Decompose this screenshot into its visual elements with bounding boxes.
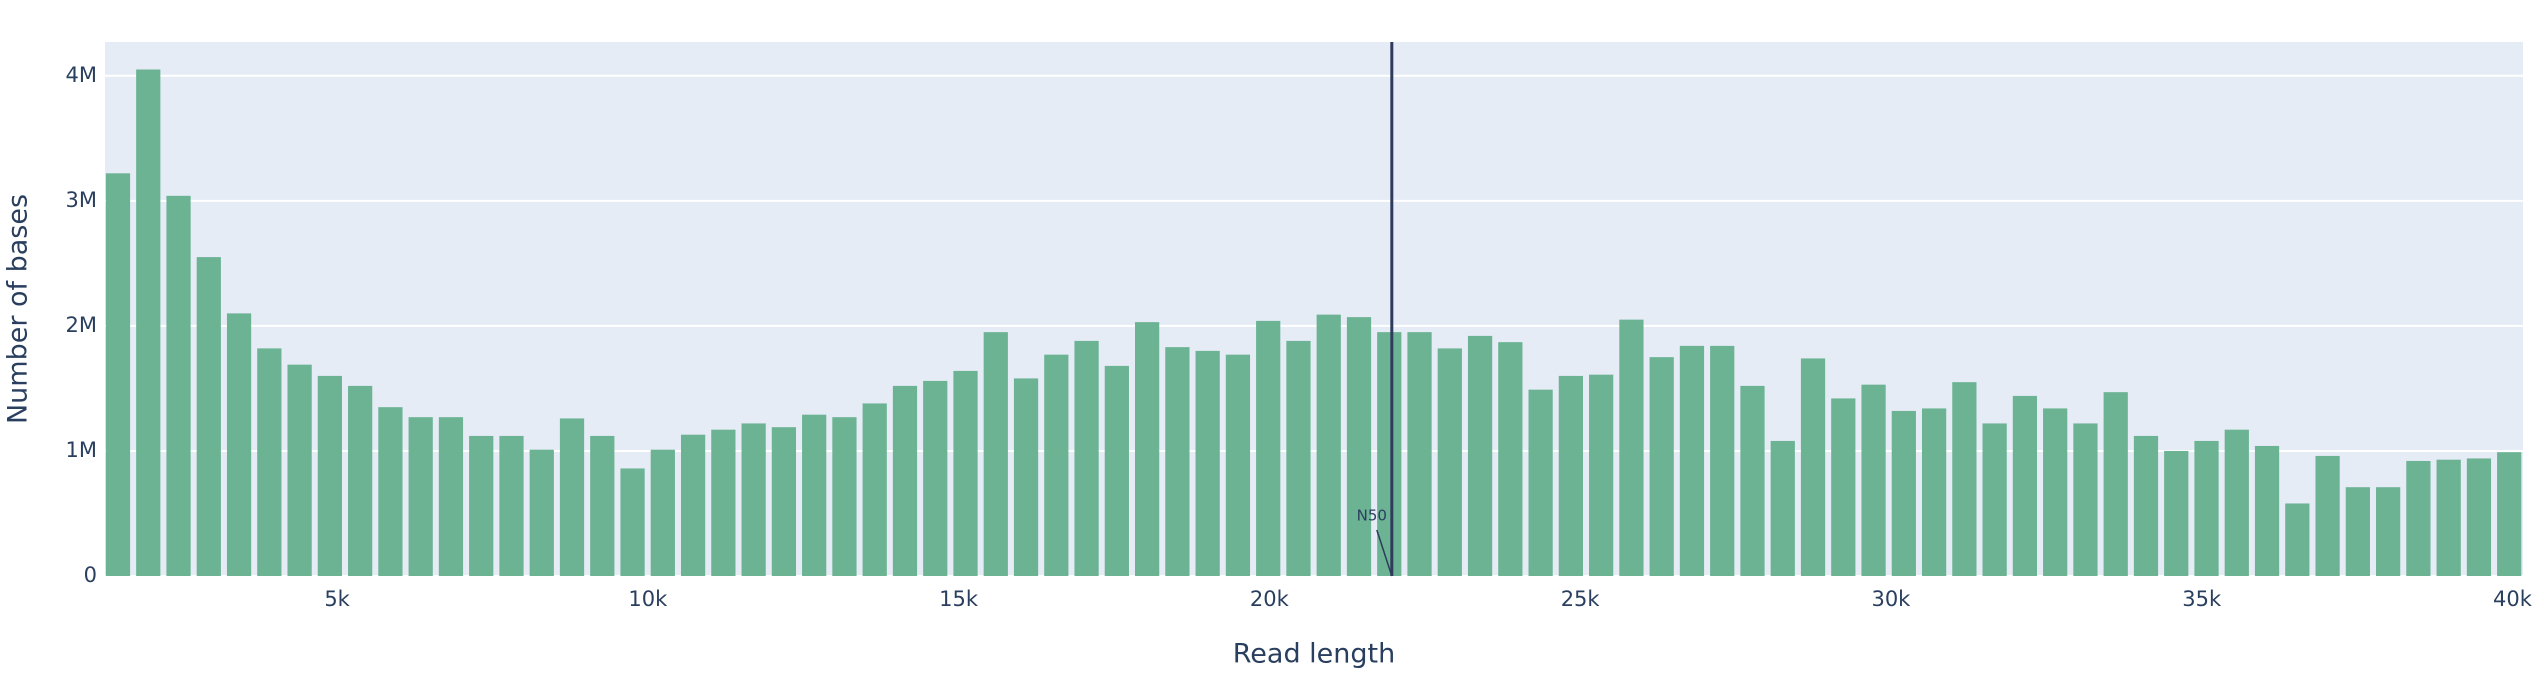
bar xyxy=(1952,382,1977,576)
bar xyxy=(1649,357,1674,576)
bar xyxy=(2103,392,2128,576)
bar xyxy=(196,257,221,576)
bar xyxy=(287,364,312,576)
bar xyxy=(2436,459,2461,576)
bar xyxy=(1044,354,1069,576)
bar xyxy=(1710,345,1735,576)
bar xyxy=(1498,342,1523,576)
bar xyxy=(1316,314,1341,576)
x-tick-label: 5k xyxy=(324,587,350,611)
x-tick-label: 20k xyxy=(1250,587,1290,611)
bar xyxy=(1013,378,1039,576)
bar xyxy=(680,434,706,576)
bar xyxy=(1982,423,2007,576)
bar xyxy=(1134,322,1160,576)
bar xyxy=(2224,429,2249,576)
bar xyxy=(1800,358,1826,576)
bar xyxy=(953,370,978,576)
bar xyxy=(559,418,585,576)
annotation: N50 xyxy=(1357,507,1387,525)
y-tick-label: 4M xyxy=(66,63,97,87)
bar xyxy=(1377,332,1402,576)
x-tick-label: 10k xyxy=(628,587,668,611)
bar xyxy=(226,313,252,576)
bar xyxy=(166,195,191,576)
bar xyxy=(1407,332,1432,576)
bar xyxy=(2194,440,2219,576)
x-tick-label: 25k xyxy=(1561,587,1601,611)
bar xyxy=(469,435,494,576)
bar xyxy=(832,417,857,576)
bar xyxy=(1770,440,1795,576)
bar xyxy=(771,427,797,576)
bar xyxy=(650,449,675,576)
bar xyxy=(1528,389,1553,576)
bar xyxy=(2012,395,2038,576)
bar xyxy=(2073,423,2098,576)
y-tick-label: 3M xyxy=(66,188,97,212)
bar xyxy=(1589,374,1614,576)
bar xyxy=(590,435,615,576)
bar xyxy=(1891,410,1916,576)
bar xyxy=(2164,450,2189,576)
bar xyxy=(1740,385,1765,576)
bar xyxy=(1195,350,1220,576)
annotation-arrow xyxy=(1376,529,1393,577)
bar xyxy=(378,407,403,576)
bar xyxy=(741,423,766,576)
y-axis-title: Number of bases xyxy=(3,194,34,424)
y-tick-label: 2M xyxy=(66,313,97,337)
bar xyxy=(136,69,161,576)
bar xyxy=(2497,452,2522,576)
bar xyxy=(1256,320,1281,576)
bar xyxy=(711,429,736,576)
bar xyxy=(438,417,464,576)
bar xyxy=(1558,375,1583,576)
bar xyxy=(2345,487,2370,576)
bar xyxy=(2133,435,2159,576)
bar xyxy=(2315,455,2340,576)
bar xyxy=(802,414,827,576)
bar xyxy=(1921,408,1947,576)
bar xyxy=(529,449,554,576)
bar xyxy=(892,385,918,576)
x-tick-label: 15k xyxy=(939,587,979,611)
bar xyxy=(1074,340,1099,576)
bar xyxy=(348,385,373,576)
bar xyxy=(2376,487,2401,576)
bar xyxy=(2043,408,2068,576)
bar xyxy=(1165,347,1190,576)
bar xyxy=(983,332,1008,576)
bar xyxy=(1437,348,1462,576)
bar xyxy=(923,380,948,576)
y-tick-label: 1M xyxy=(66,438,97,462)
bar xyxy=(257,348,282,576)
plot-background xyxy=(105,42,2523,576)
bar xyxy=(2466,458,2492,576)
y-tick-label: 0 xyxy=(84,563,97,587)
bar xyxy=(2285,503,2310,576)
bar xyxy=(1104,365,1129,576)
bar xyxy=(317,375,342,576)
bar xyxy=(620,468,645,576)
bar xyxy=(1831,398,1856,576)
bar xyxy=(1861,384,1886,576)
bar xyxy=(499,435,524,576)
bar xyxy=(2406,460,2431,576)
bar xyxy=(105,173,131,577)
bar xyxy=(408,417,433,576)
x-tick-label: 35k xyxy=(2182,587,2222,611)
bar xyxy=(1467,335,1493,576)
x-tick-label: 40k xyxy=(2493,587,2533,611)
bar xyxy=(1679,345,1705,576)
bar xyxy=(862,403,887,576)
bar xyxy=(1286,340,1311,576)
bar xyxy=(2254,445,2280,576)
bar xyxy=(1346,317,1372,576)
x-tick-label: 30k xyxy=(1871,587,1911,611)
bar xyxy=(1619,319,1644,576)
x-axis-title: Read length xyxy=(1233,639,1396,670)
bar xyxy=(1225,354,1251,576)
